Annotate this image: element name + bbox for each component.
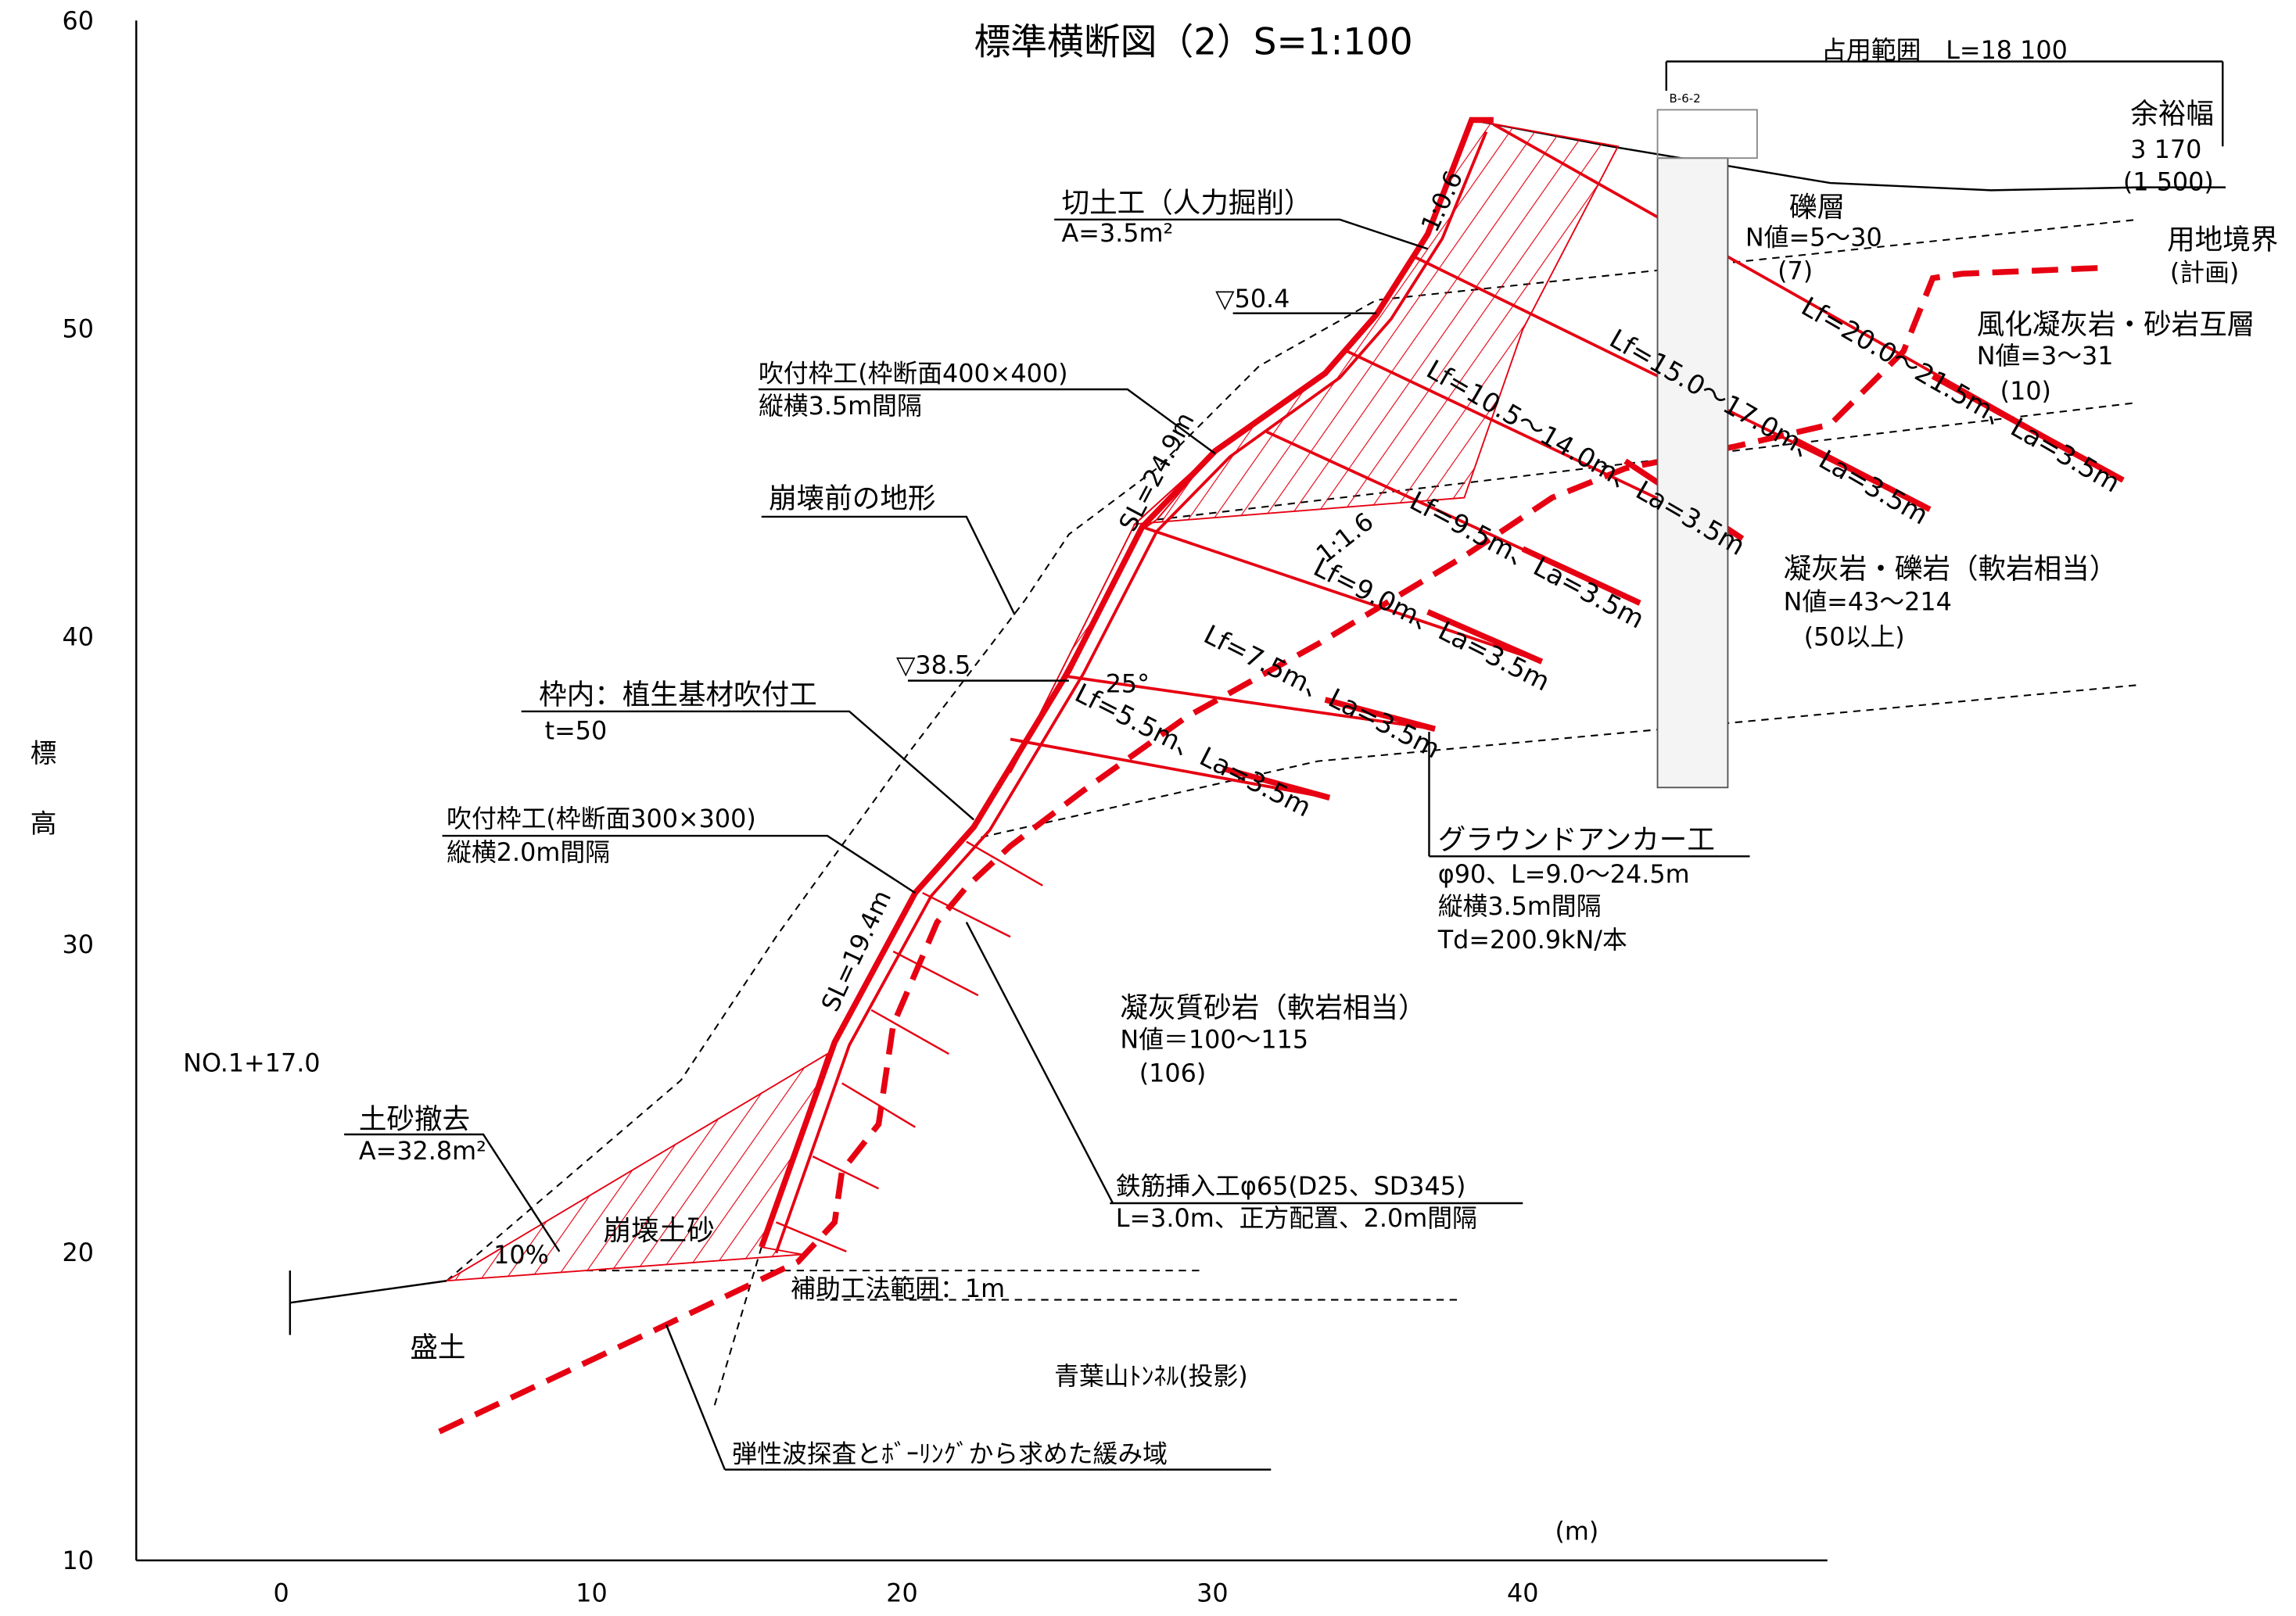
note: 凝灰質砂岩（軟岩相当）	[1120, 992, 1426, 1024]
x-tick-label: 0	[273, 1578, 289, 1607]
annotations: 占用範囲 L=18 100 余裕幅 3 170 (1 500) 用地境界 (計画…	[183, 35, 2278, 1469]
note: 風化凝灰岩・砂岩互層	[1977, 309, 2255, 341]
note: (7)	[1778, 256, 1813, 286]
note: グラウンドアンカー工	[1438, 824, 1715, 856]
note: 礫層	[1789, 192, 1845, 224]
note: (106)	[1139, 1059, 1207, 1088]
note: (計画)	[2170, 257, 2239, 287]
note: (1 500)	[2123, 167, 2214, 196]
note: 用地境界	[2167, 224, 2278, 256]
note: N値＝100～115	[1120, 1025, 1308, 1055]
y-tick-label: 60	[62, 5, 93, 35]
note: N値=5～30	[1745, 223, 1882, 253]
geometry	[289, 60, 2226, 1471]
note: B-6-2	[1670, 91, 1701, 106]
y-axis-label: 標高	[26, 739, 56, 880]
note: ▽38.5	[896, 650, 970, 679]
note: (10)	[2000, 376, 2051, 406]
note: 弾性波探査とﾎﾞｰﾘﾝｸﾞから求めた緩み域	[732, 1439, 1168, 1468]
note: A=3.5m²	[1062, 218, 1174, 248]
note: N値=3～31	[1977, 341, 2114, 371]
note: 補助工法範囲：1m	[791, 1274, 1005, 1303]
note: 縦横2.0m間隔	[447, 837, 610, 867]
note: Td=200.9kN/本	[1437, 925, 1627, 955]
note: 縦横3.5m間隔	[759, 391, 922, 421]
x-unit: (m)	[1555, 1517, 1598, 1546]
note: 崩壊前の地形	[769, 483, 935, 515]
y-tick-label: 30	[62, 930, 93, 959]
title: 標準横断図（2）S=1:100	[974, 21, 1412, 63]
note: 崩壊土砂	[604, 1215, 715, 1247]
note: 吹付枠工(枠断面400×400)	[759, 359, 1068, 389]
axes	[135, 20, 1828, 1562]
x-tick-label: 20	[886, 1578, 917, 1607]
x-tick-label: 40	[1507, 1578, 1538, 1607]
note: t=50	[545, 716, 608, 746]
note: 吹付枠工(枠断面300×300)	[447, 804, 756, 833]
note: 3 170	[2130, 134, 2201, 164]
note: N値=43～214	[1784, 587, 1952, 617]
y-tick-label: 20	[62, 1238, 93, 1267]
note: (50以上)	[1804, 622, 1905, 652]
note: A=32.8m²	[359, 1136, 486, 1166]
note: 10%	[493, 1240, 549, 1270]
note: 25°	[1106, 669, 1150, 699]
note: 盛土	[410, 1332, 465, 1364]
note: 枠内：植生基材吹付工	[539, 679, 817, 711]
note: 青葉山ﾄﾝﾈﾙ(投影)	[1054, 1361, 1248, 1391]
note: 余裕幅	[2130, 98, 2214, 130]
note: φ90、L=9.0～24.5m	[1438, 859, 1690, 889]
note: 鉄筋挿入工φ65(D25、SD345)	[1116, 1171, 1466, 1201]
note: 土砂撤去	[359, 1104, 470, 1136]
y-tick-label: 50	[62, 314, 93, 343]
note: ▽50.4	[1215, 284, 1290, 314]
x-tick-label: 30	[1196, 1578, 1228, 1607]
y-tick-label: 10	[62, 1546, 93, 1575]
note: NO.1+17.0	[183, 1048, 320, 1078]
note: 凝灰岩・礫岩（軟岩相当）	[1784, 554, 2118, 586]
note: 縦横3.5m間隔	[1438, 891, 1602, 921]
note: L=3.0m、正方配置、2.0m間隔	[1116, 1203, 1477, 1233]
x-tick-label: 10	[576, 1578, 607, 1607]
note: 切土工（人力掘削）	[1062, 187, 1312, 219]
y-tick-label: 40	[62, 622, 93, 651]
note: 占用範囲 L=18 100	[1821, 35, 2068, 65]
note: Lf=5.5m、La=3.5m	[1070, 678, 1315, 823]
